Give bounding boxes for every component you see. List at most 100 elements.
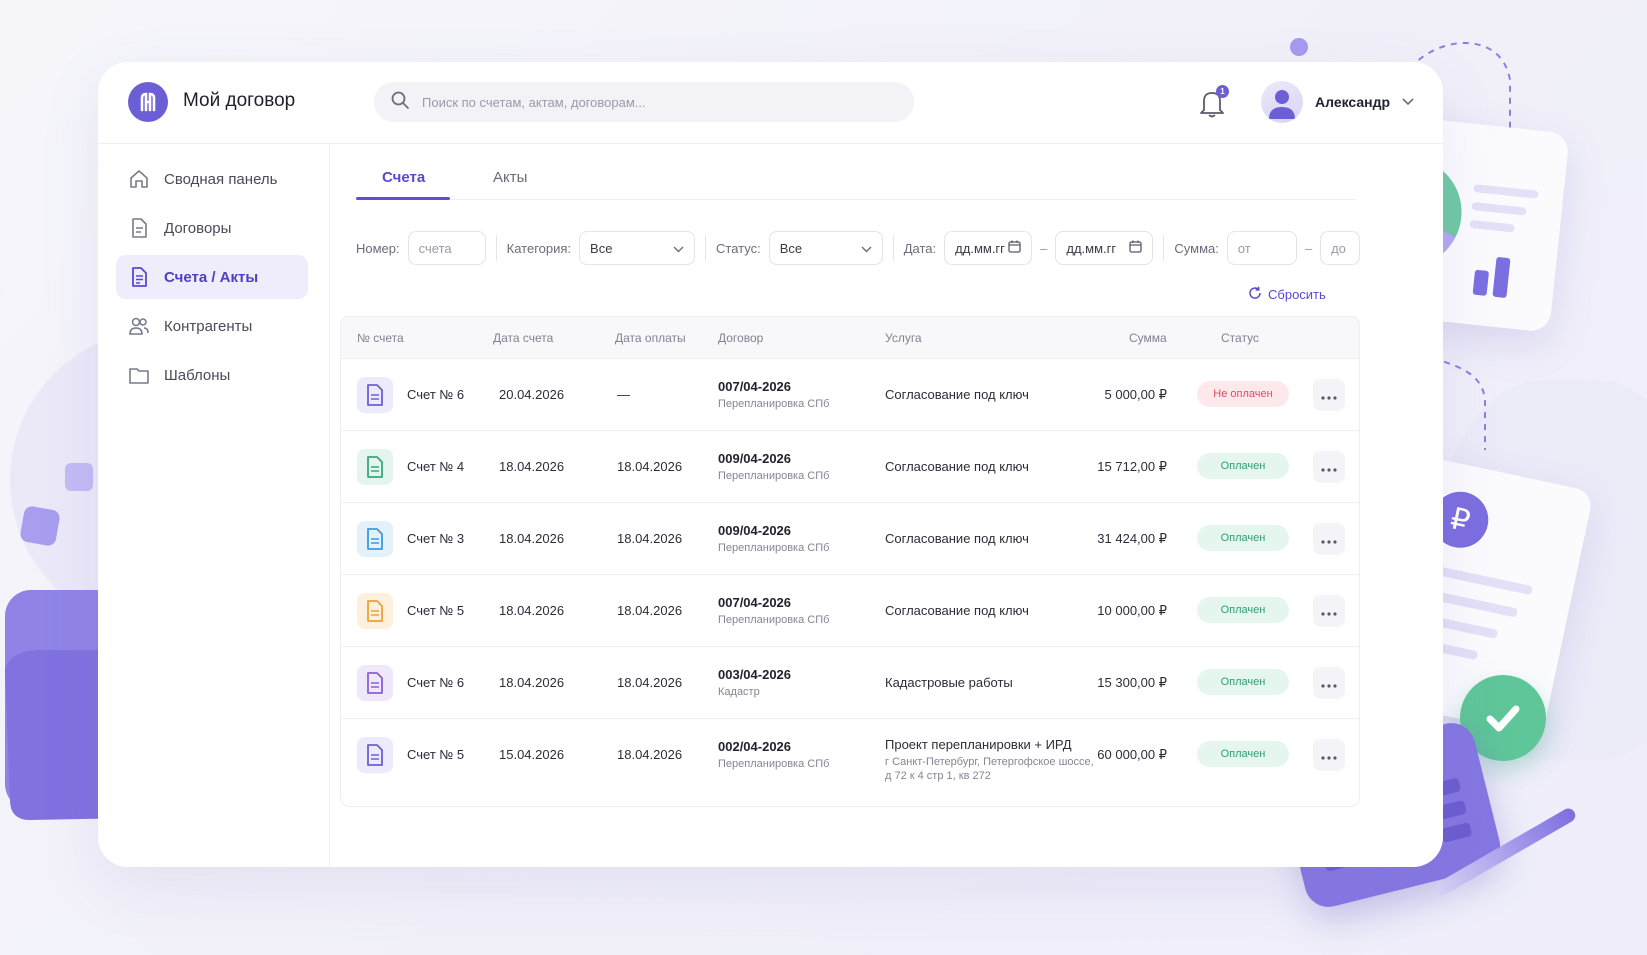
contract-cell: 007/04-2026 Перепланировка СПб	[718, 595, 829, 626]
service-cell: Согласование под ключ	[885, 531, 1095, 550]
column-header-sum: Сумма	[1129, 331, 1167, 345]
divider	[1163, 235, 1165, 261]
invoice-number: Счет № 4	[407, 459, 465, 474]
invoice-number: Счет № 6	[407, 387, 465, 402]
service-cell: Кадастровые работы	[885, 675, 1095, 694]
sidebar-item-label: Контрагенты	[164, 317, 253, 335]
search-bar[interactable]	[374, 82, 914, 122]
more-actions-button[interactable]	[1313, 379, 1345, 411]
contract-cell: 003/04-2026 Кадастр	[718, 667, 791, 698]
sidebar-item-label: Счета / Акты	[164, 268, 259, 286]
contract-number: 009/04-2026	[718, 451, 792, 466]
payment-date: —	[617, 387, 630, 402]
contract-number: 007/04-2026	[718, 595, 792, 610]
sidebar-item-invoices[interactable]: Счета / Акты	[116, 255, 308, 299]
status-select[interactable]: Все	[768, 231, 883, 265]
more-actions-button[interactable]	[1313, 667, 1345, 699]
invoice-date: 18.04.2026	[499, 459, 565, 474]
table-row[interactable]: Счет № 3 18.04.2026 18.04.2026 009/04-20…	[340, 503, 1360, 575]
service-name: Согласование под ключ	[885, 387, 1029, 402]
column-header-paid-date: Дата оплаты	[615, 331, 686, 345]
contract-subtitle: Перепланировка СПб	[718, 398, 830, 410]
sidebar-item-label: Шаблоны	[164, 366, 231, 384]
service-cell: Проект перепланировки + ИРД г Санкт-Пете…	[885, 737, 1095, 782]
search-input[interactable]	[422, 94, 902, 110]
reset-filters-button[interactable]: Сбросить	[1248, 286, 1326, 303]
status-badge: Оплачен	[1197, 741, 1289, 767]
table-row[interactable]: Счет № 4 18.04.2026 18.04.2026 009/04-20…	[340, 431, 1360, 503]
more-actions-button[interactable]	[1313, 451, 1345, 483]
contract-number: 009/04-2026	[718, 523, 792, 538]
sum-to-input[interactable]: до	[1320, 231, 1361, 265]
category-select-value: Все	[590, 240, 613, 256]
avatar	[1261, 81, 1303, 123]
tab-invoices[interactable]: Счета	[382, 169, 426, 186]
range-dash: –	[1304, 240, 1313, 256]
payment-date: 18.04.2026	[617, 675, 683, 690]
chevron-down-icon	[673, 241, 684, 256]
number-filter-input[interactable]: счета	[407, 231, 486, 265]
service-name: Согласование под ключ	[885, 459, 1029, 474]
bell-icon	[1198, 92, 1226, 122]
sidebar-item-counterparties[interactable]: Контрагенты	[116, 304, 308, 348]
more-actions-button[interactable]	[1313, 739, 1345, 771]
table-row[interactable]: Счет № 5 18.04.2026 18.04.2026 007/04-20…	[340, 575, 1360, 647]
range-dash: –	[1040, 240, 1048, 256]
sum-from-placeholder: от	[1237, 240, 1251, 256]
table-row[interactable]: Счет № 6 20.04.2026 — 007/04-2026 Перепл…	[340, 359, 1360, 431]
divider	[705, 235, 707, 261]
invoice-sum: 10 000,00 ₽	[1097, 603, 1167, 618]
notifications-button[interactable]: 1	[1198, 85, 1229, 118]
invoice-sum: 31 424,00 ₽	[1097, 531, 1167, 546]
invoices-table: № счета Дата счета Дата оплаты Договор У…	[340, 316, 1360, 807]
sidebar-item-dashboard[interactable]: Сводная панель	[116, 157, 308, 201]
column-header-contract: Договор	[718, 331, 764, 345]
status-badge: Оплачен	[1197, 525, 1289, 551]
calendar-icon	[1008, 240, 1021, 256]
status-filter-label: Статус:	[716, 240, 761, 256]
more-dots-icon	[1321, 604, 1337, 619]
status-badge: Не оплачен	[1197, 381, 1289, 407]
top-bar: Мой договор 1 Александр	[98, 62, 1443, 144]
folder-icon	[128, 364, 150, 386]
tab-acts[interactable]: Акты	[493, 169, 528, 186]
date-from-input[interactable]: дд.мм.гг	[944, 231, 1033, 265]
user-menu[interactable]: Александр	[1261, 80, 1414, 124]
table-row[interactable]: Счет № 5 15.04.2026 18.04.2026 002/04-20…	[340, 719, 1360, 807]
invoice-icon	[128, 266, 150, 288]
sum-filter-label: Сумма:	[1174, 240, 1219, 256]
invoice-date: 18.04.2026	[499, 531, 565, 546]
number-filter-placeholder: счета	[418, 240, 452, 256]
date-to-placeholder: дд.мм.гг	[1066, 240, 1117, 256]
sum-to-placeholder: до	[1331, 240, 1346, 256]
payment-date: 18.04.2026	[617, 459, 683, 474]
contract-subtitle: Перепланировка СПб	[718, 614, 830, 626]
more-dots-icon	[1321, 676, 1337, 691]
tabs: Счета Акты	[356, 144, 1356, 200]
cube-decoration	[65, 463, 93, 491]
filters-bar: Номер: счета Категория: Все Статус: Все …	[356, 230, 1361, 266]
invoice-number: Счет № 3	[407, 531, 465, 546]
chevron-down-icon	[861, 241, 872, 256]
sum-from-input[interactable]: от	[1226, 231, 1297, 265]
users-icon	[128, 315, 150, 337]
status-badge: Оплачен	[1197, 453, 1289, 479]
date-to-input[interactable]: дд.мм.гг	[1055, 231, 1154, 265]
sidebar-item-templates[interactable]: Шаблоны	[116, 353, 308, 397]
contract-cell: 009/04-2026 Перепланировка СПб	[718, 523, 829, 554]
sidebar: Сводная панель Договоры Счета / Акты Кон…	[98, 144, 330, 867]
table-body: Счет № 6 20.04.2026 — 007/04-2026 Перепл…	[340, 359, 1360, 807]
more-actions-button[interactable]	[1313, 523, 1345, 555]
sidebar-item-contracts[interactable]: Договоры	[116, 206, 308, 250]
invoice-document-icon	[357, 449, 393, 485]
service-cell: Согласование под ключ	[885, 459, 1095, 478]
more-actions-button[interactable]	[1313, 595, 1345, 627]
logo-icon[interactable]	[128, 82, 168, 122]
service-name: Согласование под ключ	[885, 603, 1029, 618]
contract-subtitle: Перепланировка СПб	[718, 542, 830, 554]
category-select[interactable]: Все	[579, 231, 696, 265]
number-filter-label: Номер:	[356, 240, 400, 256]
table-row[interactable]: Счет № 6 18.04.2026 18.04.2026 003/04-20…	[340, 647, 1360, 719]
invoice-sum: 60 000,00 ₽	[1097, 747, 1167, 762]
contract-cell: 002/04-2026 Перепланировка СПб	[718, 739, 829, 770]
